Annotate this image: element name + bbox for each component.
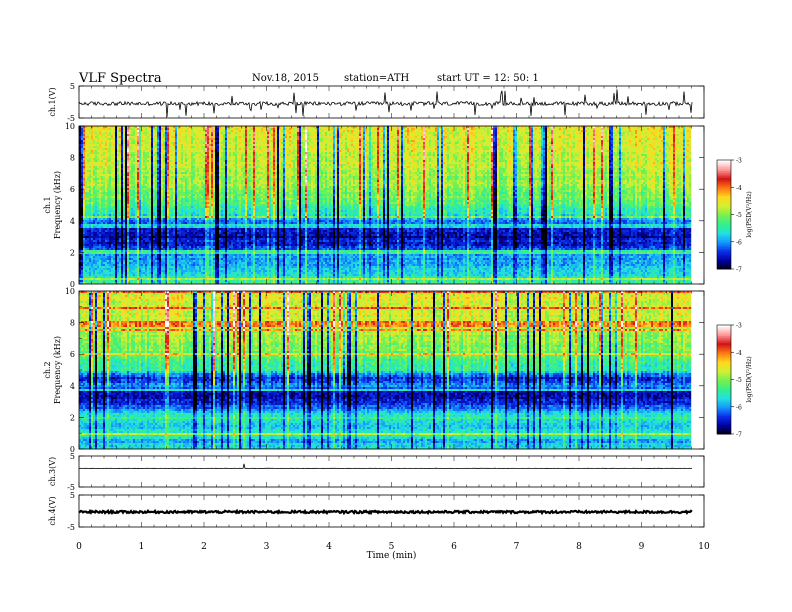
ch2-spec-colorbar-tick: -3 xyxy=(736,323,742,330)
panel-ch1-wave: 5-5ch.1(V) xyxy=(48,82,704,123)
x-tick-label: 7 xyxy=(514,542,520,552)
ch2-spec-colorbar: -3 -4 -5 -6 -7 log(PSD(V²/Hz) xyxy=(717,323,753,439)
ch1-spec-ytick-label: 4 xyxy=(70,217,75,226)
ch1-spec-colorbar: -3 -4 -5 -6 -7 log(PSD(V²/Hz) xyxy=(717,158,753,274)
ch2-spec-colorbar-tick: -4 xyxy=(736,350,742,357)
ch2-spec-ytick-label: 6 xyxy=(70,350,75,359)
ch1-spec-ytick-label: 8 xyxy=(70,154,75,163)
ch1-spec-colorbar-tick: -3 xyxy=(736,158,742,165)
panel-ch4-wave: 5 -5 ch.4(V) xyxy=(48,491,704,532)
panel-ch3-wave: 5-5 ch.3(V) xyxy=(48,452,704,492)
ch2-spec-cells xyxy=(79,291,691,449)
ch2-spec-colorbar-label: log(PSD(V²/Hz) xyxy=(746,356,753,403)
vlf-spectra-figure: 5-5ch.1(V)-3-4-5-6-7log(PSD(V²/Hz)024681… xyxy=(0,0,792,612)
x-tick-label: 1 xyxy=(139,542,145,552)
ch3-wave-yaxis: 5-5 xyxy=(67,452,704,492)
ch1-spec-colorbar-tick: -5 xyxy=(736,212,742,219)
x-tick-label: 6 xyxy=(451,542,457,552)
ch1-spec-ylabel-frequency: Frequency (kHz) xyxy=(53,171,62,239)
ch1-spec-ytick-label: 6 xyxy=(70,185,75,194)
ch2-spec-colorbar-tick: -7 xyxy=(736,432,742,439)
x-tick-label: 8 xyxy=(576,542,582,552)
ch1-spec-ytick-label: 10 xyxy=(65,122,75,131)
x-tick-label: 2 xyxy=(201,542,207,552)
ch2-spec-ytick-label: 8 xyxy=(70,319,75,328)
ch1-spec-colorbar-label: log(PSD(V²/Hz) xyxy=(746,191,753,238)
ch2-spec-colorbar-tick: -6 xyxy=(736,404,742,411)
ch1-spec-ytick-label: 2 xyxy=(70,248,75,257)
ch3-wave-trace xyxy=(79,464,692,469)
ch3-wave-ytick-label: 5 xyxy=(70,452,75,461)
ch1-wave-ytick-label: 5 xyxy=(70,82,75,91)
ch3-wave-ylabel: ch.3(V) xyxy=(48,457,57,486)
x-tick-label: 4 xyxy=(326,542,332,552)
ch4-wave-ytick-label: 5 xyxy=(70,491,75,500)
ch1-spec-cells xyxy=(79,126,691,284)
ch2-spec-ytick-label: 10 xyxy=(65,287,75,296)
ch1-wave-trace xyxy=(79,89,692,117)
ch2-spec-ytick-label: 4 xyxy=(70,382,75,391)
x-axis-label: Time (min) xyxy=(367,550,417,561)
ch2-spec-colorbar-tick: -5 xyxy=(736,377,742,384)
x-tick-label: 9 xyxy=(639,542,645,552)
ch1-spec-colorbar-tick: -4 xyxy=(736,185,742,192)
ch4-wave-trace xyxy=(79,511,692,513)
x-tick-label: 10 xyxy=(698,542,710,552)
ch4-wave-ytick-label: -5 xyxy=(67,523,75,532)
ch2-spec-ylabel-frequency: Frequency (kHz) xyxy=(53,336,62,404)
x-tick-label: 3 xyxy=(264,542,270,552)
ch2-spec-ytick-label: 2 xyxy=(70,413,75,422)
ch1-spec-ylabel: ch.1 xyxy=(43,196,52,213)
x-tick-label: 0 xyxy=(76,542,82,552)
ch1-wave-ylabel: ch.1(V) xyxy=(48,87,57,116)
ch2-spec-ylabel: ch.2 xyxy=(43,361,52,378)
ch1-spec-colorbar-tick: -6 xyxy=(736,239,742,246)
ch4-wave-ylabel: ch.4(V) xyxy=(48,496,57,525)
ch1-spec-colorbar-tick: -7 xyxy=(736,267,742,274)
